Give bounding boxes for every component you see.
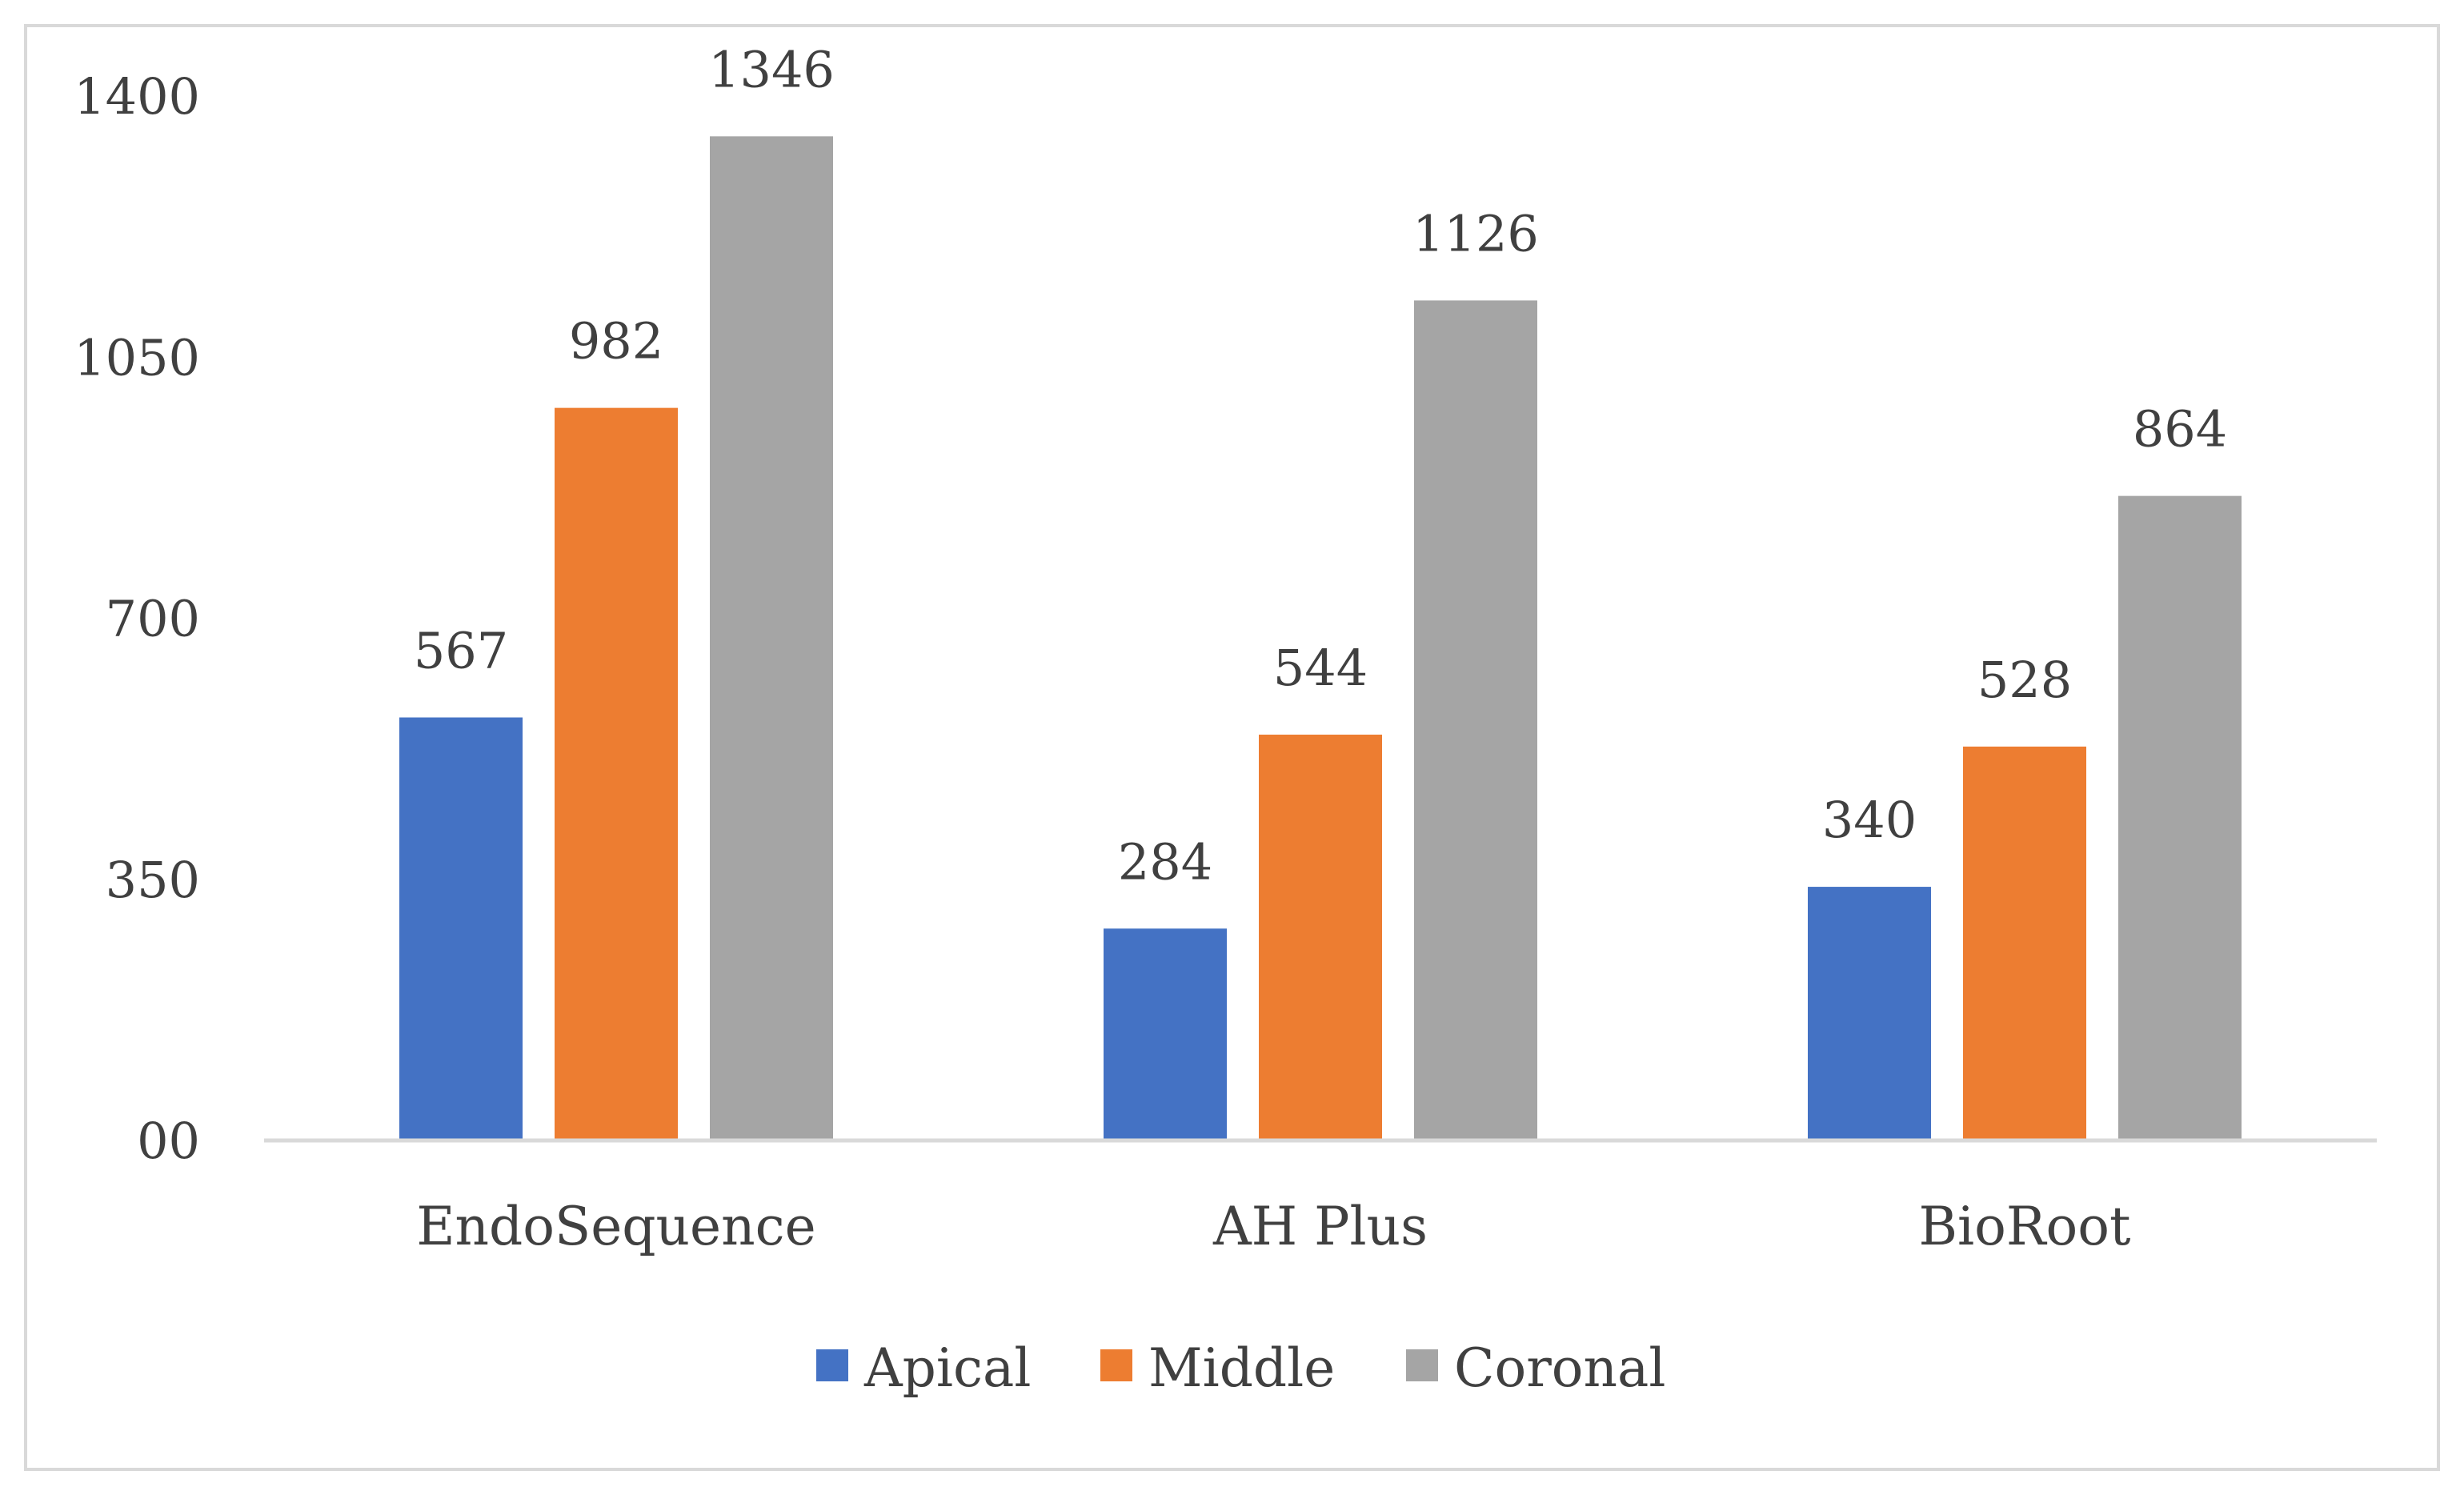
data-label: 544	[1273, 639, 1368, 697]
legend: Apical Middle Coronal	[816, 1337, 1665, 1399]
bar-middle-1	[1259, 734, 1382, 1140]
data-labels: 567 982 1346 284 544 1126 340 528 864	[414, 40, 2227, 891]
y-tick-label: 1400	[74, 67, 200, 126]
data-label: 864	[2133, 400, 2227, 459]
legend-label-apical: Apical	[863, 1337, 1031, 1399]
y-axis-labels: 00 350 700 1050 1400	[74, 67, 200, 1170]
data-label: 982	[569, 312, 663, 371]
data-label: 340	[1822, 791, 1917, 849]
y-tick-label: 700	[106, 590, 200, 648]
bar-coronal-2	[2118, 495, 2242, 1140]
bar-apical-1	[1104, 928, 1227, 1140]
legend-label-middle: Middle	[1148, 1337, 1335, 1399]
category-label: BioRoot	[1918, 1196, 2130, 1257]
legend-swatch-middle	[1100, 1349, 1132, 1381]
bar-apical-2	[1808, 887, 1931, 1140]
data-label: 1346	[708, 40, 835, 98]
category-labels: EndoSequence AH Plus BioRoot	[416, 1196, 2130, 1257]
bar-coronal-1	[1414, 300, 1537, 1141]
bar-middle-0	[555, 407, 678, 1140]
y-tick-label: 1050	[74, 328, 200, 387]
category-label: EndoSequence	[416, 1196, 815, 1257]
bar-middle-2	[1963, 746, 2086, 1140]
legend-swatch-apical	[816, 1349, 848, 1381]
data-label: 284	[1118, 832, 1212, 891]
bars	[399, 136, 2242, 1141]
data-label: 528	[1977, 651, 2072, 709]
y-tick-label: 350	[106, 851, 200, 909]
data-label: 567	[414, 621, 508, 679]
legend-label-coronal: Coronal	[1454, 1337, 1665, 1399]
bar-apical-0	[399, 717, 523, 1140]
category-label: AH Plus	[1212, 1196, 1428, 1257]
y-tick-label: 00	[137, 1112, 200, 1170]
legend-swatch-coronal	[1406, 1349, 1438, 1381]
bar-coronal-0	[710, 136, 833, 1141]
data-label: 1126	[1412, 204, 1539, 263]
